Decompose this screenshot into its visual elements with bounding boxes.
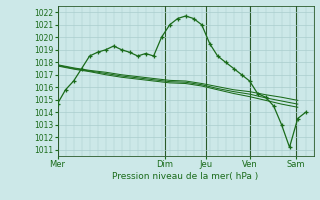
X-axis label: Pression niveau de la mer( hPa ): Pression niveau de la mer( hPa ) xyxy=(112,172,259,181)
